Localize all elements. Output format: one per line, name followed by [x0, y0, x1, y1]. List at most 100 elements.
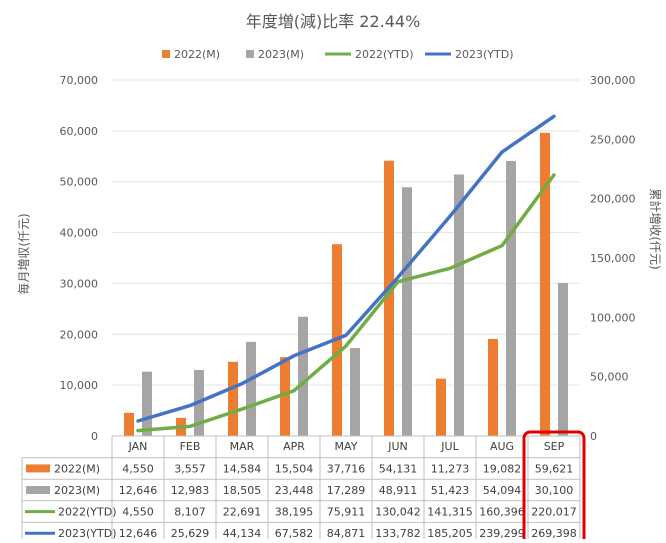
bar-2023(M)	[246, 341, 256, 436]
legend: 2022(M) 2023(M) 2022(YTD) 2023(YTD)	[162, 48, 514, 61]
x-tick-label: JAN	[128, 440, 148, 453]
table-cell: 141,315	[427, 506, 473, 519]
table-row-label: 2023(YTD)	[58, 527, 117, 539]
y-tick-label-right: 200,000	[590, 193, 636, 206]
table-cell: 38,195	[275, 506, 314, 519]
table-cell: 59,621	[535, 462, 574, 475]
line-2022(YTD)	[136, 173, 556, 433]
y-tick-label-left: 30,000	[60, 277, 99, 290]
chart-title: 年度増(減)比率 22.44%	[246, 12, 421, 31]
y-tick-label-left: 60,000	[60, 125, 99, 138]
x-tick-label: APR	[283, 440, 305, 453]
table-row-swatch	[26, 486, 50, 494]
legend-swatch	[246, 50, 254, 58]
table-cell: 130,042	[375, 506, 421, 519]
table-cell: 19,082	[483, 462, 522, 475]
x-tick-label: SEP	[544, 440, 565, 453]
table-cell: 8,107	[174, 506, 206, 519]
table-row-swatch	[26, 464, 50, 473]
y-tick-label-right: 50,000	[590, 371, 629, 384]
x-tick-label: JUN	[387, 440, 408, 453]
table-cell: 4,550	[122, 462, 154, 475]
bar-2022(M)	[384, 160, 394, 436]
y-axis-right: 0 50,000 100,000 150,000 200,000 250,000 300,0…	[590, 74, 636, 443]
bars	[124, 132, 568, 437]
y-tick-label-left: 20,000	[60, 328, 99, 341]
table-cell: 220,017	[531, 506, 577, 519]
bar-2022(M)	[436, 378, 446, 436]
table-cell: 12,983	[171, 484, 210, 497]
table-cell: 54,131	[379, 462, 418, 475]
y-tick-label-left: 0	[91, 430, 98, 443]
highlight-box	[522, 430, 586, 543]
lines	[136, 114, 556, 433]
table-cell: 22,691	[223, 506, 262, 519]
table-cell: 48,911	[379, 484, 418, 497]
table-cell: 23,448	[275, 484, 314, 497]
table-cell: 18,505	[223, 484, 262, 497]
data-table: JAN FEB MAR APR MAY JUN JUL AUG SEP 2022(M) 4,550 3…	[21, 435, 581, 543]
bar-2023(M)	[142, 371, 152, 436]
y-tick-label-left: 50,000	[60, 176, 99, 189]
bar-2022(M)	[124, 412, 134, 436]
bar-2023(M)	[506, 160, 516, 436]
bar-2022(M)	[228, 361, 238, 436]
y-tick-label-left: 70,000	[60, 74, 99, 87]
table-cell: 44,134	[223, 527, 262, 539]
table-cell: 25,629	[171, 527, 210, 539]
y-tick-label-right: 300,000	[590, 74, 636, 87]
line-2023(YTD)	[136, 114, 556, 423]
bar-2022(M)	[488, 338, 498, 436]
y-axis-left: 0 10,000 20,000 30,000 40,000 50,000 60,000 70,…	[60, 74, 99, 443]
bar-2023(M)	[402, 187, 412, 436]
bar-2022(M)	[280, 357, 290, 436]
table-cell: 239,299	[479, 527, 525, 539]
table-cell: 12,646	[119, 484, 158, 497]
x-tick-label: AUG	[490, 440, 514, 453]
y-tick-label-left: 40,000	[60, 227, 99, 240]
table-cell: 133,782	[375, 527, 421, 539]
table-cell: 75,911	[327, 506, 366, 519]
table-cell: 269,398	[531, 527, 577, 539]
legend-swatch	[162, 50, 170, 58]
table-cell: 54,094	[483, 484, 522, 497]
x-tick-label: MAY	[335, 440, 358, 453]
bar-2023(M)	[558, 282, 568, 436]
bar-2022(M)	[540, 132, 550, 437]
table-row-label: 2022(M)	[54, 462, 100, 475]
table-cell: 30,100	[535, 484, 574, 497]
y-tick-label-right: 100,000	[590, 311, 636, 324]
table-row-label: 2023(M)	[54, 484, 100, 497]
table-cell: 12,646	[119, 527, 158, 539]
table-cell: 67,582	[275, 527, 314, 539]
table-cell: 14,584	[223, 462, 262, 475]
table-cell: 84,871	[327, 527, 366, 539]
bar-2023(M)	[350, 348, 360, 436]
y-axis-right-label: 累計増收(仟元)	[648, 188, 663, 269]
legend-label: 2023(YTD)	[455, 48, 514, 61]
legend-label: 2022(M)	[174, 48, 220, 61]
table-cell: 15,504	[275, 462, 314, 475]
y-axis-left-label: 毎月増収(仟元)	[16, 213, 31, 294]
y-tick-label-right: 0	[590, 430, 597, 443]
y-tick-label-right: 150,000	[590, 252, 636, 265]
x-tick-label: JUL	[440, 440, 459, 453]
table-cell: 11,273	[431, 462, 470, 475]
bar-2023(M)	[298, 316, 308, 436]
x-tick-label: MAR	[230, 440, 255, 453]
legend-label: 2023(M)	[258, 48, 304, 61]
table-cell: 17,289	[327, 484, 366, 497]
table-row-label: 2022(YTD)	[58, 506, 117, 519]
table-cell: 37,716	[327, 462, 366, 475]
table-cell: 4,550	[122, 506, 154, 519]
table-cell: 185,205	[427, 527, 473, 539]
y-tick-label-right: 250,000	[590, 133, 636, 146]
legend-label: 2022(YTD)	[355, 48, 414, 61]
table-cell: 3,557	[174, 462, 206, 475]
x-tick-label: FEB	[180, 440, 201, 453]
bar-2023(M)	[454, 174, 464, 437]
table-cell: 51,423	[431, 484, 470, 497]
table-cell: 160,396	[479, 506, 525, 519]
